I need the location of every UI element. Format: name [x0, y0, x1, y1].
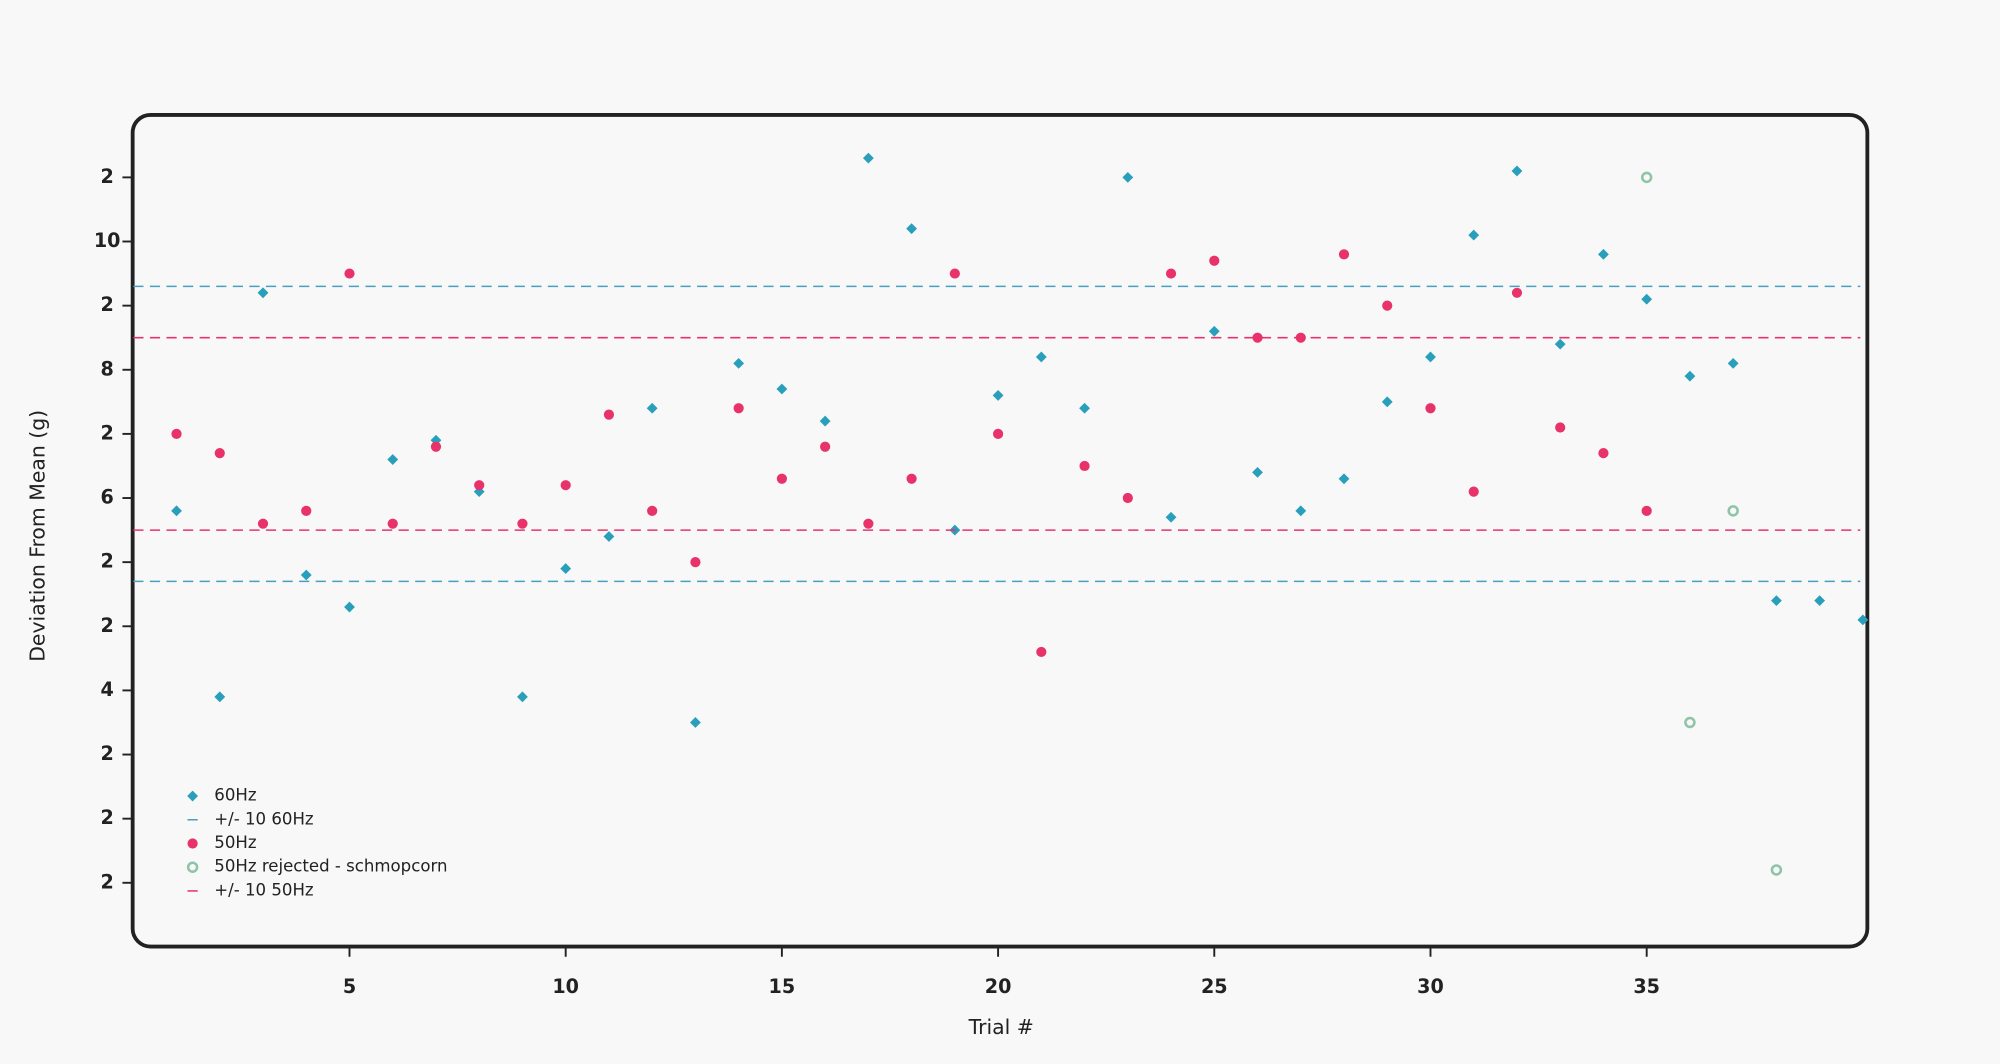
legend-symbol [186, 861, 199, 873]
point [1165, 511, 1177, 523]
point [517, 518, 528, 529]
legend-label: 50Hz rejected - schmopcorn [214, 857, 447, 876]
point [1208, 325, 1220, 337]
y-axis-label: Deviation From Mean (g) [25, 410, 49, 662]
point [776, 383, 788, 395]
point [1035, 351, 1047, 363]
plot-frame [130, 112, 1870, 949]
point [949, 268, 960, 279]
point [1770, 864, 1783, 876]
point [387, 518, 398, 529]
point [1814, 595, 1826, 607]
point [1641, 505, 1652, 516]
point [560, 563, 572, 574]
point [1770, 595, 1782, 607]
legend-label: +/- 10 50Hz [214, 880, 313, 899]
y-tick-label: 4 [100, 678, 113, 701]
point [214, 448, 225, 459]
point [647, 505, 658, 516]
y-tick-label: 2 [100, 293, 113, 316]
y-tick-label: 2 [100, 870, 113, 893]
point [820, 441, 831, 452]
point [1640, 171, 1653, 184]
point [690, 557, 701, 568]
point [863, 518, 874, 529]
point [1165, 268, 1177, 279]
point [1036, 646, 1047, 658]
point [171, 428, 182, 439]
point [430, 441, 442, 452]
x-tick-label: 5 [343, 975, 356, 998]
point [776, 473, 787, 484]
point [1511, 287, 1523, 298]
point [344, 268, 355, 279]
y-tick-label: 2 [100, 742, 113, 765]
y-tick-label: 2 [100, 165, 113, 188]
x-tick-label: 35 [1633, 975, 1660, 998]
legend-label: +/- 10 60Hz [214, 809, 313, 828]
point [474, 480, 485, 491]
y-tick-label: 2 [100, 421, 113, 444]
y-tick-label: 10 [94, 229, 121, 252]
point [1079, 460, 1090, 472]
point [1209, 255, 1220, 266]
point [1252, 332, 1263, 343]
x-tick-label: 25 [1201, 975, 1228, 998]
x-tick-label: 30 [1417, 975, 1444, 998]
point [1425, 403, 1436, 414]
point [517, 691, 528, 703]
x-tick-label: 20 [985, 975, 1012, 998]
point [992, 428, 1004, 439]
legend-label: 60Hz [214, 786, 256, 805]
point [1555, 422, 1566, 433]
point [1684, 716, 1696, 729]
x-tick-label: 15 [769, 975, 796, 998]
point [1382, 300, 1393, 311]
point [1338, 249, 1350, 260]
point [301, 505, 312, 516]
point [387, 454, 399, 465]
legend-label: 50Hz [214, 833, 256, 852]
point [1727, 357, 1739, 369]
y-tick-label: 2 [100, 614, 113, 637]
point [906, 473, 917, 484]
point [1598, 448, 1609, 459]
point [1295, 505, 1307, 517]
point [1727, 505, 1739, 517]
point [1468, 486, 1479, 497]
point [603, 409, 615, 420]
y-tick-label: 2 [100, 806, 113, 829]
point [733, 403, 744, 414]
y-tick-label: 8 [100, 357, 113, 380]
point [689, 717, 701, 728]
point [733, 357, 745, 369]
point [257, 518, 269, 529]
x-axis-label: Trial # [968, 1015, 1034, 1039]
y-tick-label: 6 [100, 486, 113, 509]
point [257, 287, 269, 299]
point [1122, 492, 1133, 504]
point [1338, 473, 1350, 485]
legend-symbol [187, 838, 198, 849]
point [992, 390, 1004, 401]
point [171, 505, 182, 517]
y-tick-label: 2 [100, 550, 113, 573]
point [344, 601, 355, 613]
x-tick-label: 10 [552, 975, 579, 998]
point [560, 480, 571, 491]
